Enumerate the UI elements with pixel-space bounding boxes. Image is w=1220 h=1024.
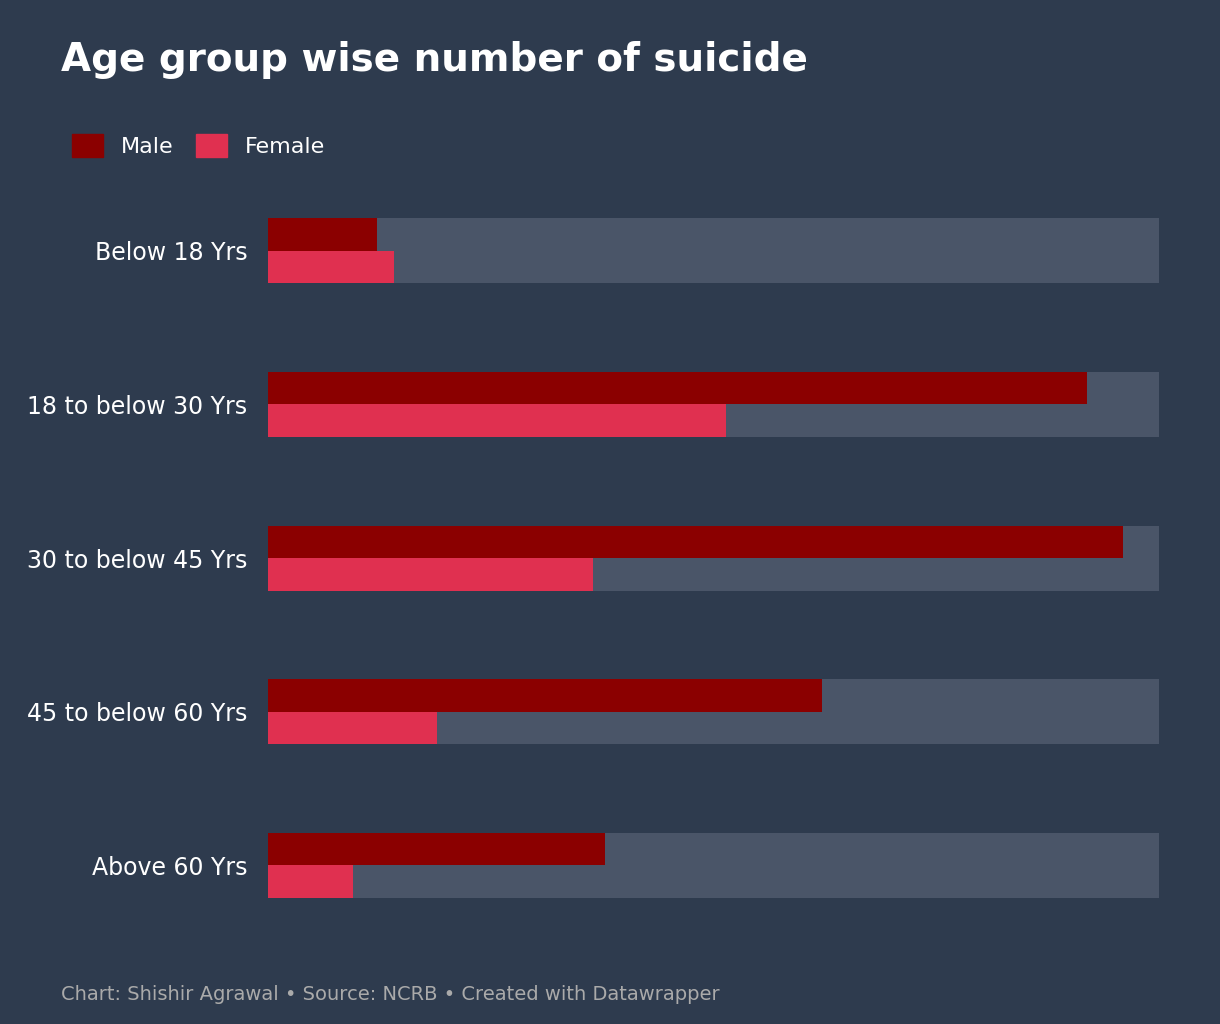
Text: Age group wise number of suicide: Age group wise number of suicide — [61, 41, 808, 79]
Bar — [268, 679, 1159, 712]
Bar — [268, 865, 1159, 898]
Bar — [268, 218, 1159, 251]
Bar — [268, 251, 394, 284]
Bar — [268, 833, 605, 865]
Bar — [268, 525, 1159, 558]
Bar — [268, 251, 1159, 284]
Bar — [268, 865, 353, 898]
Text: Chart: Shishir Agrawal • Source: NCRB • Created with Datawrapper: Chart: Shishir Agrawal • Source: NCRB • … — [61, 984, 720, 1004]
Bar — [268, 372, 1087, 404]
Bar — [268, 712, 437, 744]
Bar — [268, 833, 1159, 865]
Bar — [268, 218, 377, 251]
Bar — [268, 558, 593, 591]
Bar — [268, 404, 1159, 437]
Bar — [268, 404, 726, 437]
Bar — [268, 372, 1159, 404]
Bar — [268, 712, 1159, 744]
Legend: Male, Female: Male, Female — [72, 134, 325, 157]
Bar — [268, 558, 1159, 591]
Bar — [268, 525, 1122, 558]
Bar — [268, 679, 822, 712]
